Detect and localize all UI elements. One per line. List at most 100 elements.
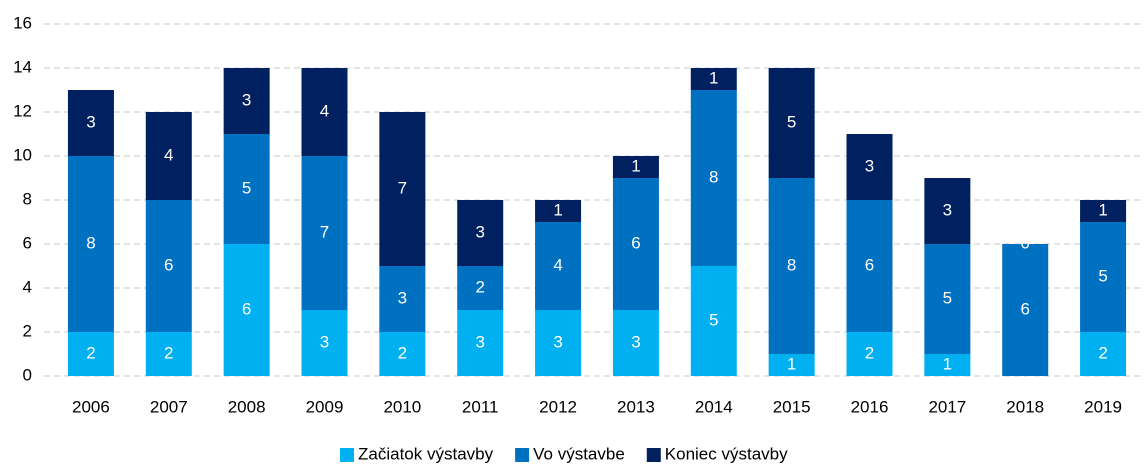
- data-label: 4: [553, 255, 562, 274]
- x-tick-label: 2015: [773, 397, 811, 416]
- bar-segment: [223, 68, 270, 134]
- bar-segment: [145, 200, 192, 332]
- legend-swatch: [340, 448, 354, 462]
- data-label: 3: [242, 90, 251, 109]
- data-label: 8: [709, 167, 718, 186]
- bar-segment: [924, 354, 971, 376]
- bar-segment: [768, 354, 815, 376]
- data-label: 5: [242, 178, 251, 197]
- data-label: 5: [1098, 266, 1107, 285]
- y-tick-label: 2: [23, 321, 32, 340]
- data-label: 3: [943, 200, 952, 219]
- y-tick-label: 4: [23, 277, 32, 296]
- data-label: 3: [86, 112, 95, 131]
- legend-label: Vo výstavbe: [533, 444, 625, 463]
- bar-segment: [145, 112, 192, 200]
- data-label: 5: [787, 112, 796, 131]
- x-tick-label: 2006: [72, 397, 110, 416]
- legend-swatch: [646, 448, 661, 462]
- y-tick-label: 12: [13, 101, 32, 120]
- x-tick-label: 2014: [695, 397, 733, 416]
- x-tick-label: 2011: [462, 397, 499, 416]
- data-label: 4: [320, 101, 329, 120]
- bar-segment: [846, 332, 893, 376]
- x-tick-label: 2019: [1084, 397, 1122, 416]
- y-tick-label: 16: [13, 13, 32, 32]
- data-label: 3: [631, 332, 640, 351]
- x-tick-label: 2018: [1006, 397, 1044, 416]
- bar-segment: [67, 90, 114, 156]
- data-label: 2: [1098, 343, 1107, 362]
- bar-segment: [768, 178, 815, 354]
- data-label: 1: [709, 68, 718, 87]
- x-tick-label: 2017: [928, 397, 966, 416]
- y-tick-label: 6: [23, 233, 32, 252]
- bar-segment: [1080, 222, 1127, 332]
- data-label: 0: [1020, 233, 1029, 252]
- bar-segment: [223, 134, 270, 244]
- data-label: 6: [631, 233, 640, 252]
- data-label: 2: [865, 343, 874, 362]
- bar-segment: [67, 156, 114, 332]
- bar-segment: [301, 156, 348, 310]
- bar-segment: [1080, 332, 1127, 376]
- bar-segment: [301, 310, 348, 376]
- data-label: 3: [865, 156, 874, 175]
- data-label: 5: [709, 310, 718, 329]
- bar-segment: [535, 222, 582, 310]
- bar-segment: [301, 68, 348, 156]
- bar-segment: [1002, 244, 1049, 376]
- data-label: 1: [631, 156, 640, 175]
- legend-swatch: [515, 448, 530, 462]
- data-label: 7: [320, 222, 329, 241]
- legend-label: Začiatok výstavby: [358, 444, 494, 463]
- data-label: 3: [553, 332, 562, 351]
- x-tick-label: 2010: [383, 397, 421, 416]
- y-tick-label: 10: [13, 145, 32, 164]
- bar-segment: [535, 310, 582, 376]
- bar-segment: [379, 266, 426, 332]
- bar-segment: [846, 134, 893, 200]
- x-tick-label: 2012: [539, 397, 577, 416]
- x-tick-label: 2009: [306, 397, 344, 416]
- data-label: 2: [398, 343, 407, 362]
- bar-segment: [612, 156, 659, 178]
- bar-segment: [690, 68, 737, 90]
- bar-segment: [612, 310, 659, 376]
- data-label: 6: [242, 299, 251, 318]
- bar-segment: [535, 200, 582, 222]
- legend-label: Koniec výstavby: [665, 444, 788, 463]
- bar-segment: [924, 178, 971, 244]
- data-label: 1: [943, 354, 952, 373]
- data-label: 6: [1020, 299, 1029, 318]
- bar-segment: [924, 244, 971, 354]
- bar-segment: [846, 200, 893, 332]
- bar-segment: [457, 200, 504, 266]
- bar-segment: [690, 90, 737, 266]
- x-tick-label: 2008: [228, 397, 266, 416]
- x-tick-label: 2016: [851, 397, 889, 416]
- data-label: 2: [475, 277, 484, 296]
- y-tick-label: 8: [23, 189, 32, 208]
- bar-segment: [457, 310, 504, 376]
- data-label: 2: [164, 343, 173, 362]
- data-label: 3: [398, 288, 407, 307]
- data-label: 4: [164, 145, 173, 164]
- bar-segment: [612, 178, 659, 310]
- y-tick-label: 0: [23, 365, 32, 384]
- x-tick-label: 2007: [150, 397, 188, 416]
- data-label: 5: [943, 288, 952, 307]
- data-label: 6: [865, 255, 874, 274]
- bar-segment: [690, 266, 737, 376]
- data-label: 1: [553, 200, 562, 219]
- bar-segment: [379, 332, 426, 376]
- data-label: 3: [475, 222, 484, 241]
- data-label: 3: [475, 332, 484, 351]
- data-label: 8: [787, 255, 796, 274]
- bar-segment: [379, 112, 426, 266]
- x-tick-label: 2013: [617, 397, 655, 416]
- y-tick-label: 14: [13, 57, 32, 76]
- data-label: 1: [787, 354, 796, 373]
- bar-segment: [145, 332, 192, 376]
